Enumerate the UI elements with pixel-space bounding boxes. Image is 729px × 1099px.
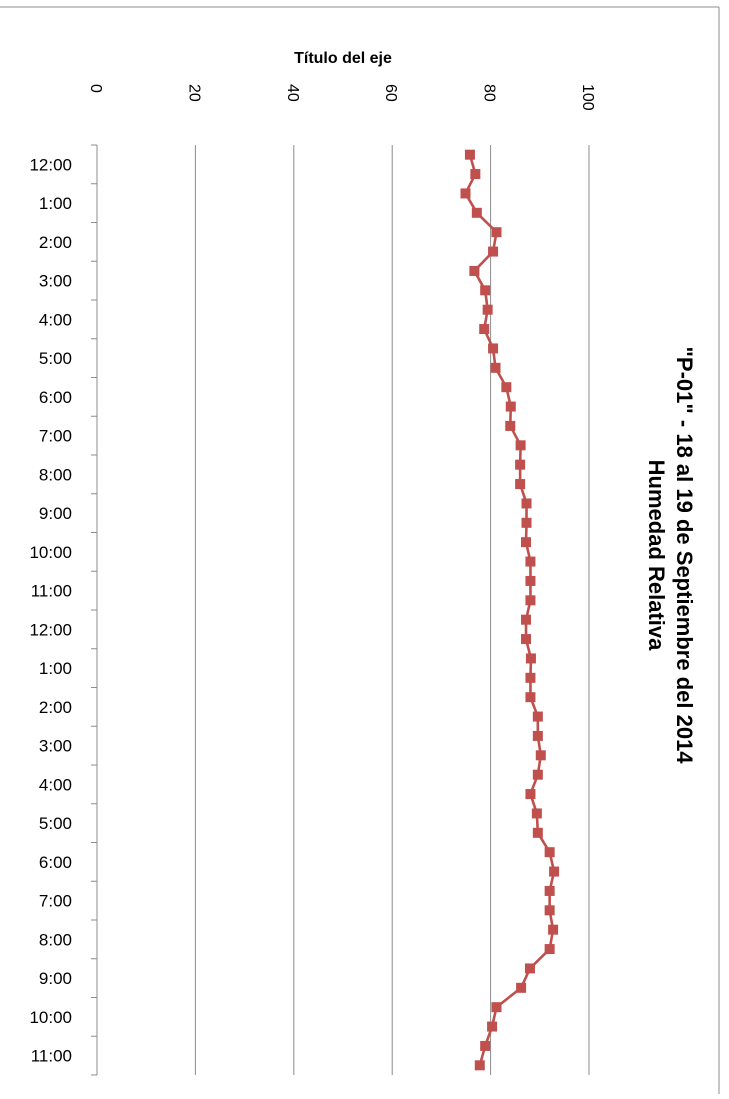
data-point-marker [474, 1060, 485, 1071]
time-tick-label: 3:00 [39, 737, 72, 756]
time-tick-label: 9:00 [39, 969, 72, 988]
value-tick-label: 80 [481, 84, 498, 102]
time-tick-label: 12:00 [29, 155, 72, 174]
data-point-marker [501, 382, 512, 393]
data-point-marker [479, 324, 490, 335]
data-point-marker [505, 401, 516, 412]
value-tick-label: 20 [185, 84, 202, 102]
time-tick-label: 6:00 [39, 388, 72, 407]
data-point-marker [515, 459, 526, 470]
time-tick-label: 3:00 [39, 272, 72, 291]
data-point-marker [515, 479, 526, 490]
value-tick-label: 40 [284, 84, 301, 102]
data-point-marker [488, 343, 499, 354]
time-tick-label: 6:00 [39, 853, 72, 872]
data-point-marker [525, 653, 536, 664]
series-humedad [460, 149, 560, 1071]
data-point-marker [531, 808, 542, 819]
time-tick-label: 10:00 [29, 1008, 72, 1027]
time-tick-label: 11:00 [31, 1047, 72, 1066]
data-point-marker [490, 362, 501, 373]
data-point-marker [480, 1040, 491, 1051]
data-point-marker [480, 285, 491, 296]
time-tick-label: 7:00 [39, 427, 72, 446]
data-point-marker [532, 730, 543, 741]
time-tick-label: 1:00 [39, 659, 72, 678]
data-point-marker [525, 595, 536, 606]
data-point-marker [521, 614, 532, 625]
data-point-marker [544, 847, 555, 858]
data-point-marker [464, 149, 475, 160]
data-point-marker [487, 1021, 498, 1032]
data-point-marker [524, 963, 535, 974]
data-point-marker [471, 207, 482, 218]
time-tick-label: 11:00 [31, 582, 72, 601]
time-tick-label: 5:00 [39, 349, 72, 368]
data-point-marker [525, 789, 536, 800]
value-tick-label: 60 [382, 84, 399, 102]
value-tick-label: 0 [87, 84, 104, 93]
time-axis: 12:00 1:00 2:00 3:00 4:00 5:00 6:00 7:00 8:00 9:0… [29, 144, 98, 1076]
data-point-marker [460, 188, 471, 199]
data-point-marker [516, 982, 527, 993]
data-point-marker [544, 905, 555, 916]
data-point-marker [544, 944, 555, 955]
data-point-marker [521, 537, 532, 548]
data-point-marker [491, 1002, 502, 1013]
time-tick-label: 2:00 [39, 698, 72, 717]
time-tick-label: 12:00 [29, 620, 72, 639]
data-point-marker [515, 440, 526, 451]
time-tick-label: 1:00 [39, 194, 72, 213]
time-tick-label: 8:00 [39, 930, 72, 949]
data-point-marker [469, 265, 480, 276]
data-point-marker [525, 692, 536, 703]
time-tick-label: 9:00 [39, 504, 72, 523]
data-point-marker [521, 498, 532, 509]
data-point-marker [535, 750, 546, 761]
data-point-marker [549, 866, 560, 877]
time-tick-label: 4:00 [39, 775, 72, 794]
value-tick-label: 100 [579, 84, 596, 111]
time-tick-label: 5:00 [39, 814, 72, 833]
data-point-marker [532, 711, 543, 722]
time-tick-label: 2:00 [39, 233, 72, 252]
data-point-marker [505, 420, 516, 431]
time-tick-label: 7:00 [39, 892, 72, 911]
time-tick-label: 8:00 [39, 465, 72, 484]
series-line [464, 154, 556, 1066]
time-tick-label: 10:00 [29, 543, 72, 562]
data-point-marker [525, 672, 536, 683]
chart-title-line1: "P-01" - 18 al 19 de Septiembre del 2014 [672, 346, 697, 764]
data-point-marker [525, 556, 536, 567]
data-point-marker [532, 769, 543, 780]
data-point-marker [470, 169, 481, 180]
value-axis-title: Título del eje [294, 50, 392, 67]
data-point-marker [548, 924, 559, 935]
data-point-marker [544, 885, 555, 896]
data-point-marker [488, 246, 499, 257]
data-point-marker [521, 517, 532, 528]
time-tick-label: 4:00 [39, 310, 72, 329]
data-point-marker [532, 827, 543, 838]
chart-title: "P-01" - 18 al 19 de Septiembre del 2014… [644, 346, 697, 764]
gridlines [194, 145, 590, 1075]
data-point-marker [482, 304, 493, 315]
data-point-marker [491, 227, 502, 238]
data-point-marker [525, 575, 536, 586]
data-point-marker [521, 634, 532, 645]
chart-title-line2: Humedad Relativa [644, 460, 669, 651]
value-axis: 0 20 40 60 80 100 [87, 84, 596, 111]
